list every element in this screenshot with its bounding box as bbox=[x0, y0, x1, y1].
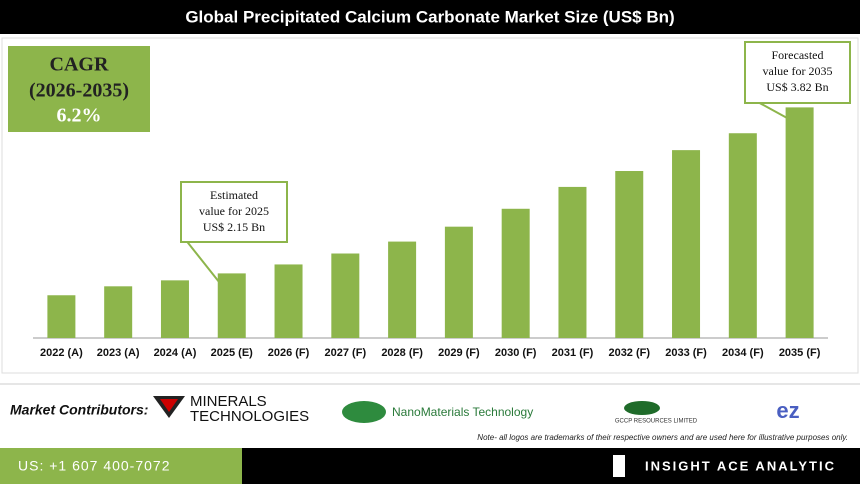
callout-box bbox=[180, 181, 288, 243]
bar bbox=[785, 107, 814, 338]
callout-text: value for 2025 bbox=[199, 204, 269, 218]
bar bbox=[615, 171, 644, 338]
bar bbox=[672, 150, 701, 338]
x-tick-label: 2024 (A) bbox=[154, 347, 197, 359]
bar bbox=[217, 273, 246, 338]
logo-text: GCCP RESOURCES LIMITED bbox=[615, 419, 698, 425]
bar bbox=[388, 241, 417, 338]
cagr-label: CAGR bbox=[50, 54, 109, 76]
bar bbox=[274, 264, 303, 338]
brand: INSIGHT ACE ANALYTIC bbox=[645, 458, 836, 473]
x-tick-label: 2027 (F) bbox=[325, 347, 367, 359]
callout-text: US$ 3.82 Bn bbox=[766, 80, 828, 94]
brand-icon bbox=[613, 455, 625, 477]
callout-text: US$ 2.15 Bn bbox=[203, 220, 265, 234]
logo-text: NanoMaterials Technology bbox=[392, 405, 533, 419]
plot: 2022 (A) 2023 (A) 2024 (A) 2025 (E) 2026 (F)… bbox=[33, 41, 851, 359]
logo-icon bbox=[342, 401, 386, 423]
brand-bar bbox=[242, 448, 860, 484]
callout-box bbox=[744, 41, 851, 104]
bar bbox=[501, 208, 530, 338]
cagr-box bbox=[8, 46, 150, 132]
title-bar bbox=[0, 0, 860, 34]
logo-icon bbox=[624, 401, 660, 415]
callout-text: value for 2035 bbox=[763, 64, 833, 78]
logo-text: MINERALS bbox=[190, 393, 267, 410]
bar bbox=[47, 295, 76, 338]
phone-bar bbox=[0, 448, 242, 484]
x-tick-label: 2028 (F) bbox=[381, 347, 423, 359]
contributors-label: Market Contributors: bbox=[10, 402, 148, 418]
x-tick-label: 2031 (F) bbox=[552, 347, 594, 359]
bar bbox=[444, 226, 473, 338]
logo-text: ez bbox=[776, 398, 799, 423]
x-tick-label: 2023 (A) bbox=[97, 347, 140, 359]
logo-icon bbox=[160, 399, 178, 412]
cagr-period: (2026-2035) bbox=[29, 80, 129, 102]
x-tick-label: 2026 (F) bbox=[268, 347, 310, 359]
cagr-value: 6.2% bbox=[57, 105, 102, 127]
bar bbox=[160, 280, 189, 338]
x-tick-label: 2025 (E) bbox=[211, 347, 254, 359]
callout-text: Estimated bbox=[210, 188, 258, 202]
x-tick-label: 2029 (F) bbox=[438, 347, 480, 359]
x-tick-label: 2030 (F) bbox=[495, 347, 537, 359]
bar bbox=[728, 133, 757, 338]
x-tick-label: 2033 (F) bbox=[665, 347, 707, 359]
phone: US: +1 607 400-7072 bbox=[18, 458, 171, 474]
x-tick-label: 2035 (F) bbox=[779, 347, 821, 359]
bar bbox=[104, 286, 133, 338]
logo-text: TECHNOLOGIES bbox=[190, 408, 309, 425]
bar bbox=[558, 186, 587, 338]
x-tick-label: 2034 (F) bbox=[722, 347, 764, 359]
chart-title: Global Precipitated Calcium Carbonate Ma… bbox=[185, 7, 674, 26]
note: Note- all logos are trademarks of their … bbox=[477, 433, 848, 442]
x-tick-label: 2032 (F) bbox=[608, 347, 650, 359]
x-tick-label: 2022 (A) bbox=[40, 347, 83, 359]
callout-text: Forecasted bbox=[772, 48, 824, 62]
bar bbox=[331, 253, 360, 338]
